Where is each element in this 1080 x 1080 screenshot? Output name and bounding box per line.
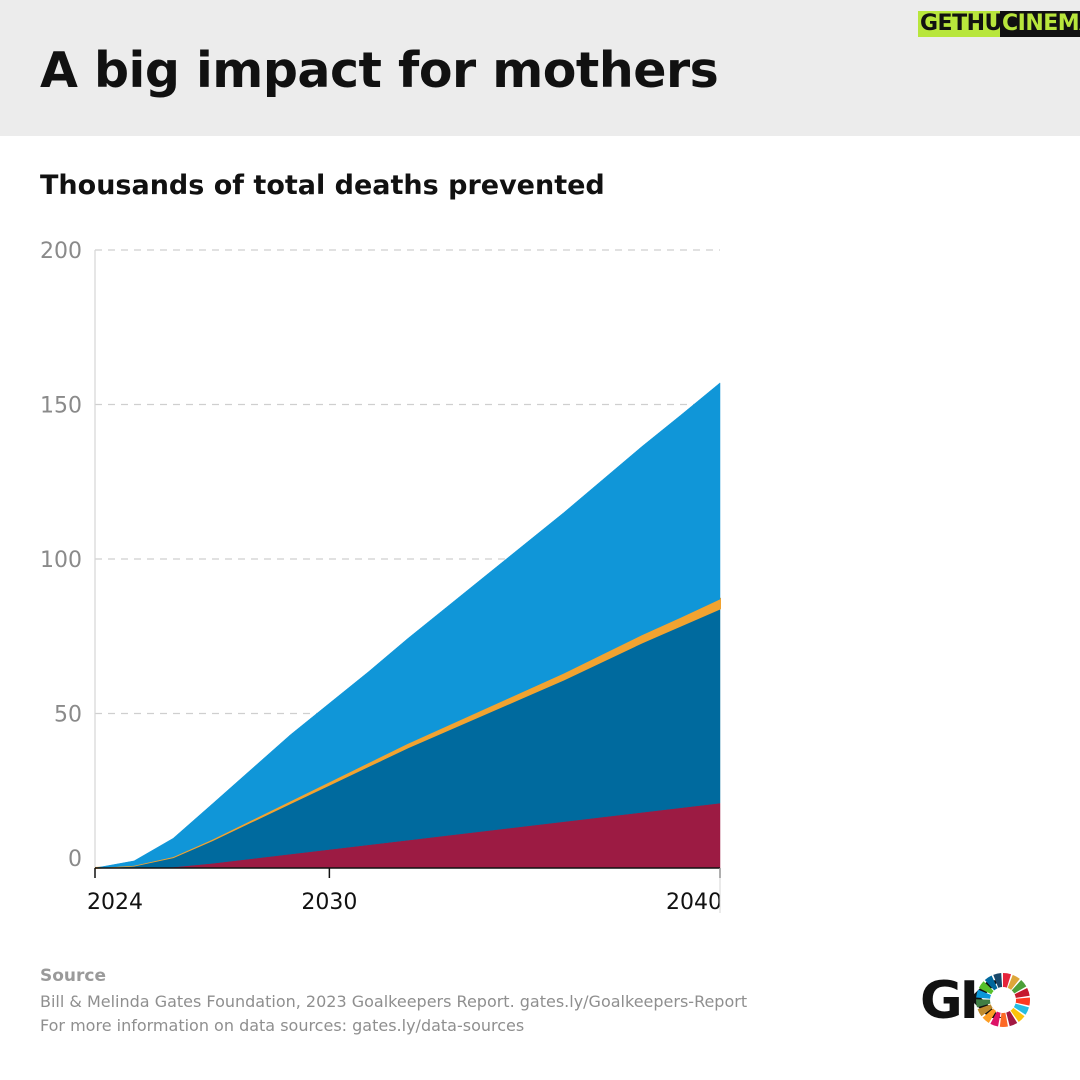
sdg-ring-segment <box>1003 973 1012 988</box>
y-tick-label-100: 100 <box>40 548 82 573</box>
x-tick-label-2040: 2040 <box>666 890 722 915</box>
watermark-logo: GETHU CINEMA <box>918 8 1080 42</box>
x-tick-label-2030: 2030 <box>301 890 357 915</box>
source-data-note: For more information on data sources: ga… <box>40 1016 525 1035</box>
sdg-ring-segment <box>1015 997 1030 1006</box>
sdg-ring-segment <box>1007 974 1020 990</box>
legend-label-azithromycin-line2: (intrapartum) <box>746 698 909 722</box>
sdg-ring-segment <box>976 999 991 1008</box>
sdg-ring-segment <box>1006 1011 1018 1027</box>
y-tick-label-0: 0 <box>68 847 82 872</box>
source-citation: Bill & Melinda Gates Foundation, 2023 Go… <box>40 992 748 1011</box>
sdg-ring-segment <box>977 1004 993 1017</box>
sdg-ring-segment <box>993 973 1003 988</box>
header-band <box>0 0 1080 136</box>
chart-subtitle: Thousands of total deaths prevented <box>40 170 605 201</box>
y-tick-label-150: 150 <box>40 394 82 419</box>
sdg-ring-segment <box>1013 1003 1029 1015</box>
legend-label-iv-iron: IV iron <box>746 532 793 584</box>
sdg-ring-segment <box>984 975 998 991</box>
sdg-ring-segment <box>999 1012 1008 1027</box>
sdg-ring-icon <box>976 973 1030 1027</box>
watermark-text-a: GETHU <box>918 11 1004 37</box>
sdg-ring-segment <box>982 1008 997 1023</box>
y-tick-label-50: 50 <box>54 703 82 728</box>
legend-item-azithromycin: Maternal azithromycin (intrapartum) <box>734 631 1022 722</box>
legend-label-pph-line1: PPH management <box>746 394 902 446</box>
sdg-ring-segment <box>1014 987 1030 998</box>
sdg-ring-segment <box>990 1011 1001 1027</box>
source-heading: Source <box>40 966 107 986</box>
sdg-ring-segment <box>1010 1007 1025 1022</box>
sdg-ring-segment <box>978 981 994 995</box>
y-tick-label-200: 200 <box>40 239 82 264</box>
goalkeepers-logo: GK <box>918 966 1033 1036</box>
legend-label-azithromycin-line1: Maternal azithromycin <box>746 642 900 694</box>
legend-label-ultrasound: AI-enabled ultrasound <box>746 814 875 866</box>
sdg-ring-segment <box>976 989 992 999</box>
page-title: A big impact for mothers <box>40 42 719 99</box>
area-pph-management-bundle <box>94 382 721 869</box>
x-tick-label-2024: 2024 <box>87 890 143 915</box>
legend-label-pph-line2: bundle <box>746 450 828 474</box>
legend-item-pph: PPH management bundle <box>734 383 962 474</box>
legend-item-iv-iron: IV iron <box>734 521 831 584</box>
sdg-ring-segment <box>1011 980 1027 994</box>
legend-item-ultrasound: AI-enabled ultrasound <box>734 803 1006 866</box>
watermark-text-b: CINEMA <box>1000 11 1080 37</box>
